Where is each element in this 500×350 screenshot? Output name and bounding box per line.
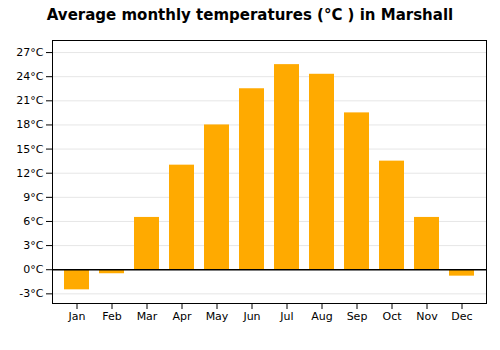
svg-text:18°C: 18°C xyxy=(16,118,43,131)
svg-text:15°C: 15°C xyxy=(16,143,43,156)
html-text:Average monthly temperatures (: Average monthly temperatures (°C ) in Ma… xyxy=(46,6,454,24)
svg-text:3°C: 3°C xyxy=(23,239,43,252)
svg-text:12°C: 12°C xyxy=(16,167,43,180)
svg-text:Aug: Aug xyxy=(311,310,332,323)
svg-text:May: May xyxy=(206,310,229,323)
svg-text:6°C: 6°C xyxy=(23,215,43,228)
svg-text:Nov: Nov xyxy=(416,310,438,323)
svg-text:Mar: Mar xyxy=(137,310,158,323)
svg-text:Jul: Jul xyxy=(279,310,293,323)
svg-text:27°C: 27°C xyxy=(16,46,43,59)
svg-text:Dec: Dec xyxy=(451,310,472,323)
svg-text:Feb: Feb xyxy=(102,310,121,323)
svg-text:Jan: Jan xyxy=(68,310,86,323)
svg-text:24°C: 24°C xyxy=(16,70,43,83)
svg-text:9°C: 9°C xyxy=(23,191,43,204)
svg-text:Sep: Sep xyxy=(347,310,368,323)
svg-text:21°C: 21°C xyxy=(16,94,43,107)
svg-text:Jun: Jun xyxy=(242,310,260,323)
svg-text:0°C: 0°C xyxy=(23,263,43,276)
svg-text:-3°C: -3°C xyxy=(19,287,43,300)
svg-text:Apr: Apr xyxy=(172,310,192,323)
svg-text:Oct: Oct xyxy=(382,310,402,323)
